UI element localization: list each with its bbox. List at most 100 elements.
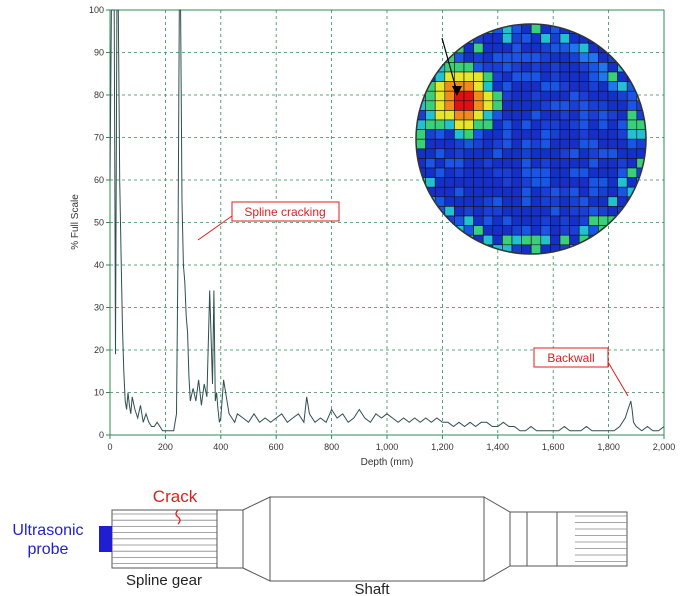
c-scan-cell: [444, 110, 455, 121]
c-scan-cell: [492, 138, 503, 150]
c-scan-cell: [502, 196, 513, 207]
c-scan-cell: [617, 129, 628, 140]
c-scan-cell: [444, 148, 455, 159]
c-scan-cell: [598, 71, 609, 82]
c-scan-cell: [598, 52, 609, 63]
series-line: [109, 9, 665, 432]
c-scan-cell: [530, 234, 542, 246]
c-scan-cell: [559, 234, 570, 246]
c-scan-cell: [530, 186, 542, 198]
c-scan-cell: [434, 158, 446, 169]
c-scan-cell: [569, 158, 580, 169]
c-scan-cell: [550, 33, 561, 44]
c-scan-cell: [569, 62, 580, 73]
c-scan-cell: [454, 100, 465, 111]
c-scan-cell: [540, 206, 551, 217]
c-scan-cell: [578, 186, 590, 198]
c-scan-cell: [617, 119, 628, 130]
c-scan-cell: [540, 148, 551, 159]
c-scan-cell: [540, 119, 551, 130]
c-scan-cell: [550, 206, 561, 217]
c-scan-cell: [530, 129, 542, 140]
c-scan-cell: [588, 206, 599, 217]
c-scan-cell: [559, 215, 570, 226]
c-scan-cell: [578, 81, 590, 92]
c-scan-cell: [540, 158, 551, 169]
c-scan-cell: [511, 90, 522, 102]
c-scan-cell: [502, 71, 513, 82]
c-scan-cell: [540, 90, 551, 102]
c-scan-cell: [482, 196, 494, 207]
c-scan-cell: [607, 71, 618, 82]
annotation-label: Backwall: [547, 351, 594, 365]
c-scan-cell: [492, 215, 503, 226]
c-scan-cell: [540, 52, 551, 63]
left-taper: [242, 496, 271, 582]
c-scan-cell: [502, 81, 513, 92]
c-scan-cell: [473, 129, 484, 140]
c-scan-cell: [588, 129, 599, 140]
c-scan-cell: [444, 196, 455, 207]
c-scan-cell: [550, 225, 561, 236]
c-scan-cell: [559, 33, 570, 44]
c-scan-cell: [511, 110, 522, 121]
c-scan-cell: [588, 186, 599, 198]
c-scan-cell: [521, 158, 532, 169]
c-scan-cell: [482, 234, 494, 246]
c-scan-cell: [540, 71, 551, 82]
annotation-box: [533, 347, 609, 368]
c-scan-cell: [521, 129, 532, 140]
c-scan-cell: [502, 158, 513, 169]
c-scan-cell: [434, 186, 446, 198]
c-scan-boundary: [415, 23, 647, 255]
c-scan-cell: [607, 186, 618, 198]
c-scan-cell: [530, 119, 542, 130]
c-scan-cell: [588, 119, 599, 130]
c-scan-cell: [626, 158, 638, 169]
c-scan-cell: [434, 148, 446, 159]
c-scan-cell: [598, 100, 609, 111]
c-scan-cell: [473, 158, 484, 169]
c-scan-cell: [569, 52, 580, 63]
c-scan-cell: [569, 225, 580, 236]
c-scan-cell: [607, 177, 618, 188]
c-scan-cell: [530, 33, 542, 44]
y-tick-label: 10: [94, 388, 104, 398]
c-scan-cell: [521, 24, 532, 34]
c-scan-cell: [578, 225, 590, 236]
c-scan-cell: [521, 206, 532, 217]
c-scan-cell: [463, 52, 474, 63]
c-scan-cell: [578, 177, 590, 188]
c-scan-cell: [492, 119, 503, 130]
c-scan-cell: [521, 138, 532, 150]
c-scan-cell: [492, 186, 503, 198]
c-scan-cell: [473, 138, 484, 150]
c-scan-cell: [530, 167, 542, 178]
probe-label-line1: Ultrasonic: [12, 522, 83, 539]
c-scan-cell: [482, 42, 494, 54]
c-scan-cell: [607, 148, 618, 159]
right-taper: [483, 496, 511, 582]
c-scan-cell: [569, 196, 580, 207]
c-scan-cell: [416, 138, 426, 150]
c-scan-cell: [550, 138, 561, 150]
c-scan-cell: [482, 177, 494, 188]
c-scan-cell: [530, 148, 542, 159]
c-scan-cell: [473, 110, 484, 121]
c-scan-cell: [463, 186, 474, 198]
c-scan-cell: [521, 62, 532, 73]
y-tick-label: 50: [94, 218, 104, 228]
arrow-head: [452, 86, 462, 96]
x-tick-label: 2,000: [653, 442, 676, 452]
c-scan-cell: [463, 215, 474, 226]
c-scan-cell: [434, 100, 446, 111]
c-scan-cell: [521, 52, 532, 63]
c-scan-cell: [473, 186, 484, 198]
c-scan-cell: [578, 158, 590, 169]
c-scan-cell: [425, 148, 436, 159]
c-scan-cell: [511, 52, 522, 63]
y-tick-label: 0: [99, 430, 104, 440]
c-scan-cell: [617, 148, 628, 159]
c-scan-cell: [578, 90, 590, 102]
c-scan-cell: [598, 62, 609, 73]
